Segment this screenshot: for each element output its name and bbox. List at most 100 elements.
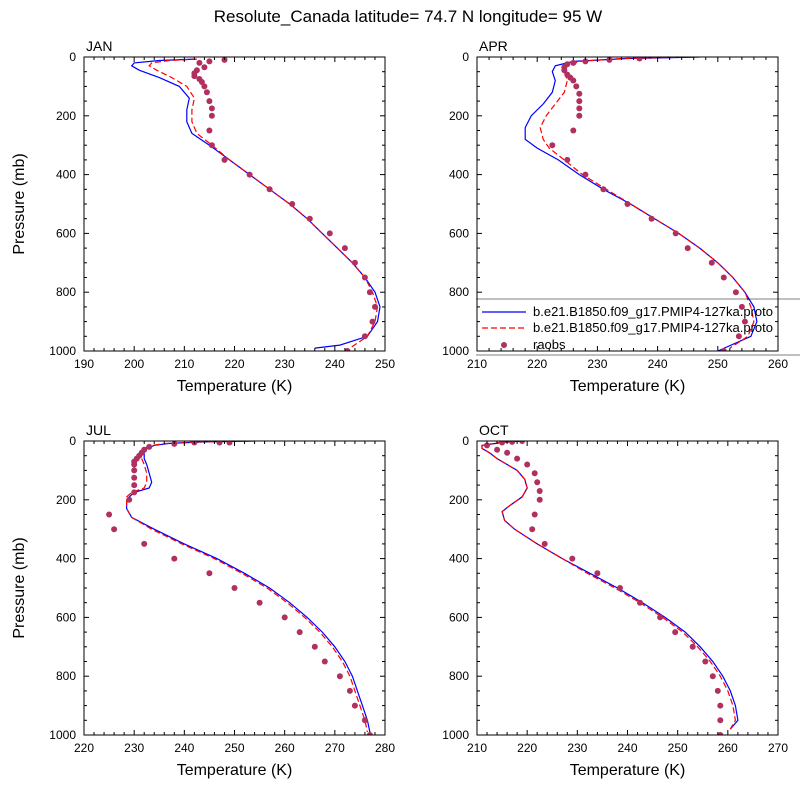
plot-area [524, 57, 758, 351]
data-point [576, 90, 583, 97]
data-point [246, 171, 253, 178]
x-tick-label: 220 [224, 357, 244, 371]
data-point [672, 230, 679, 237]
series-raobs [484, 441, 724, 735]
y-tick-label: 1000 [442, 344, 469, 358]
x-tick-label: 250 [708, 357, 728, 371]
data-point [344, 348, 351, 351]
data-point [372, 303, 378, 310]
x-tick-label: 200 [124, 357, 144, 371]
data-point [131, 489, 138, 496]
y-tick-label: 600 [449, 226, 469, 240]
y-tick-label: 600 [449, 610, 469, 624]
plot-area [481, 441, 739, 735]
x-tick-label: 240 [617, 741, 637, 755]
legend: b.e21.B1850.f09_g17.PMIP4-127ka.protob.e… [476, 298, 800, 356]
y-tick-label: 0 [462, 434, 469, 448]
y-axis-title: Pressure (mb) [11, 153, 28, 254]
data-point [576, 112, 583, 119]
data-point [326, 230, 333, 237]
data-point [106, 511, 113, 518]
data-point [131, 482, 138, 489]
data-point [636, 57, 643, 62]
x-axis-title: Temperature (K) [570, 762, 686, 779]
x-tick-label: 230 [587, 357, 607, 371]
data-point [564, 156, 571, 163]
x-tick-label: 250 [224, 741, 244, 755]
data-point [529, 526, 536, 533]
data-point [509, 441, 516, 445]
data-point [672, 629, 679, 636]
data-point [346, 687, 353, 694]
data-point [146, 443, 153, 450]
data-point [561, 67, 568, 74]
data-point [361, 333, 368, 340]
panel-label: APR [479, 38, 508, 54]
data-point [206, 127, 213, 134]
data-point [351, 702, 358, 709]
y-tick-label: 800 [56, 669, 76, 683]
series-line-model-dashed [481, 441, 737, 730]
data-point [514, 455, 521, 462]
data-point [201, 83, 208, 90]
data-point [735, 333, 742, 340]
data-point [570, 59, 577, 66]
y-tick-label: 0 [69, 434, 76, 448]
data-point [296, 629, 303, 636]
data-point [531, 511, 538, 518]
data-point [689, 643, 696, 650]
data-point [311, 643, 318, 650]
data-point [361, 717, 368, 724]
data-point [600, 186, 607, 193]
data-point [708, 259, 715, 266]
data-point [484, 442, 490, 449]
data-point [717, 717, 724, 724]
data-point [684, 245, 691, 252]
figure-title: Resolute_Canada latitude= 74.7 N longitu… [214, 7, 602, 26]
data-point [306, 215, 313, 222]
data-point [531, 470, 538, 477]
data-point [366, 289, 373, 296]
data-point [226, 441, 233, 446]
data-point [569, 555, 576, 562]
x-tick-label: 230 [124, 741, 144, 755]
plot-area [106, 441, 373, 735]
data-point [366, 732, 373, 735]
panel-apr: 210 220 230 240 250 260 0 200 400 600 800 1000 APR Te… [442, 38, 788, 395]
x-tick-label: 250 [668, 741, 688, 755]
y-tick-label: 600 [56, 226, 76, 240]
x-tick-label: 210 [467, 357, 487, 371]
data-point [536, 496, 543, 503]
data-point [216, 441, 223, 446]
y-tick-label: 0 [462, 50, 469, 64]
data-point [361, 274, 368, 281]
x-axis-title: Temperature (K) [177, 378, 293, 395]
data-point [131, 474, 138, 481]
data-point [201, 64, 208, 71]
plot-area [130, 57, 381, 351]
series-line-model-solid [130, 58, 381, 349]
data-point [582, 171, 589, 178]
data-point [582, 58, 589, 65]
data-point [594, 570, 601, 577]
legend-label: raobs [533, 337, 566, 352]
data-point [570, 77, 577, 84]
data-point [657, 614, 664, 621]
data-point [624, 201, 631, 207]
x-tick-label: 220 [517, 741, 537, 755]
series-line-model-dashed [148, 58, 379, 349]
x-axis-title: Temperature (K) [177, 762, 293, 779]
data-point [196, 59, 203, 66]
x-tick-label: 270 [325, 741, 345, 755]
x-axis-title: Temperature (K) [570, 378, 686, 395]
plot-frame [83, 56, 386, 352]
data-point [541, 540, 548, 547]
x-tick-label: 240 [325, 357, 345, 371]
data-point [208, 105, 215, 112]
data-point [732, 289, 739, 296]
data-point [617, 585, 623, 591]
data-point [504, 449, 511, 456]
data-point [576, 105, 583, 112]
y-tick-label: 1000 [442, 728, 469, 742]
